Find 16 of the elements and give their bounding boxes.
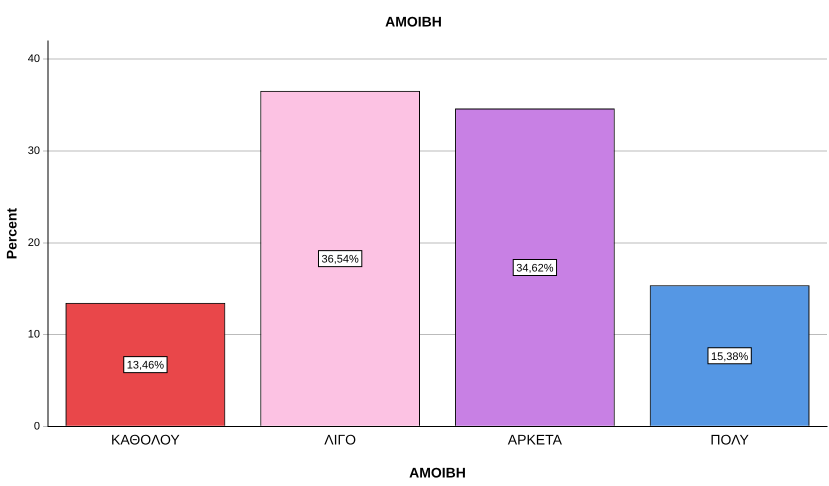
- data-label: 34,62%: [516, 262, 554, 275]
- chart-title: ΑΜΟΙΒΗ: [385, 13, 442, 30]
- x-tick-label: ΠΟΛΥ: [710, 432, 750, 448]
- y-tick-label: 20: [28, 236, 40, 249]
- x-axis-title: ΑΜΟΙΒΗ: [409, 464, 466, 480]
- y-tick-label: 30: [28, 145, 40, 158]
- data-label: 36,54%: [321, 254, 360, 266]
- data-label: 15,38%: [710, 350, 748, 363]
- x-tick-label: ΚΑΘΟΛΟΥ: [111, 432, 180, 448]
- x-tick-label: ΛΙΓΟ: [324, 432, 356, 448]
- x-tick-label: ΑΡΚΕΤΑ: [508, 432, 563, 448]
- y-tick-label: 40: [28, 53, 40, 66]
- y-axis-title: Percent: [3, 208, 20, 260]
- data-label: 13,46%: [126, 360, 164, 372]
- y-tick-label: 10: [28, 328, 40, 341]
- y-tick-label: 0: [34, 420, 40, 432]
